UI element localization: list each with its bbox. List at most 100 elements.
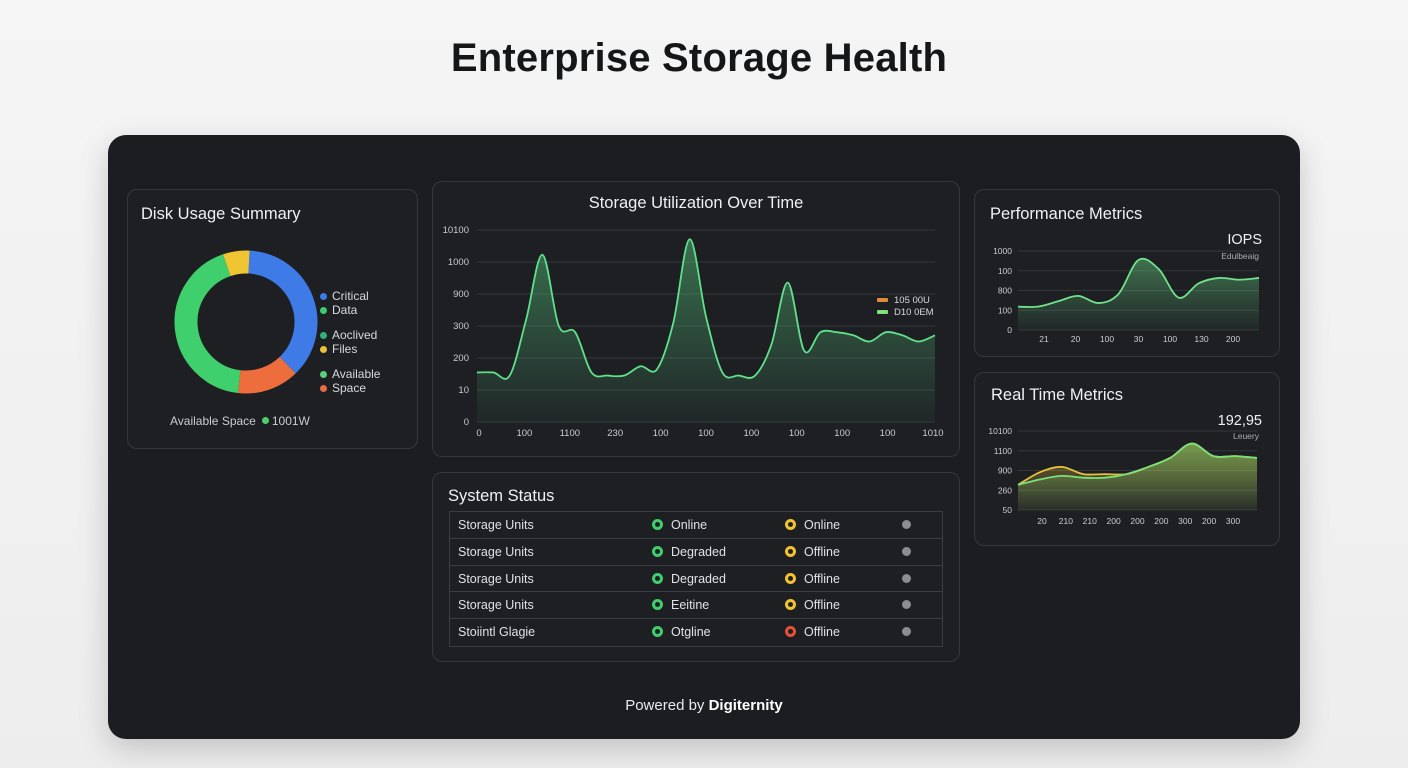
y-tick-label: 300 bbox=[453, 321, 469, 332]
row-menu-dot-icon[interactable] bbox=[902, 520, 911, 529]
status-indicator-icon bbox=[652, 572, 663, 584]
legend-label: D10 0EM bbox=[894, 307, 934, 318]
donut-segment bbox=[247, 250, 318, 374]
status-table: Storage Units Online Online Storage Unit… bbox=[449, 511, 943, 647]
x-tick-label: 200 bbox=[1202, 516, 1216, 526]
y-tick-label: 900 bbox=[453, 289, 469, 300]
status-primary-label: Online bbox=[671, 518, 708, 532]
status-row[interactable]: Storage Units Degraded Offline bbox=[450, 539, 942, 566]
status-row[interactable]: Stoiintl Glagie Otgline Offline bbox=[450, 619, 942, 646]
x-tick-label: 100 bbox=[1100, 334, 1114, 344]
donut-segment bbox=[237, 356, 296, 394]
status-secondary: Offline bbox=[785, 625, 840, 639]
status-primary: Online bbox=[652, 518, 707, 532]
x-tick-label: 100 bbox=[653, 428, 669, 439]
status-unit-name: Stoiintl Glagie bbox=[458, 625, 536, 640]
system-status-title: System Status bbox=[448, 487, 555, 505]
iops-label: IOPS bbox=[1227, 232, 1262, 248]
status-unit-name: Storage Units bbox=[458, 544, 534, 559]
status-row[interactable]: Storage Units Eeitine Offline bbox=[450, 592, 942, 620]
x-tick-label: 210 bbox=[1083, 516, 1097, 526]
y-tick-label: 10100 bbox=[988, 426, 1012, 436]
y-tick-label: 800 bbox=[998, 286, 1012, 296]
status-row[interactable]: Storage Units Degraded Offline bbox=[450, 566, 942, 593]
status-primary-label: Otgline bbox=[671, 625, 711, 640]
y-tick-label: 100 bbox=[998, 305, 1012, 315]
y-tick-label: 200 bbox=[453, 353, 469, 364]
status-primary: Otgline bbox=[652, 625, 711, 639]
legend-item-files: Files bbox=[320, 342, 358, 356]
x-tick-label: 100 bbox=[834, 428, 850, 439]
y-tick-label: 260 bbox=[998, 485, 1012, 495]
y-tick-label: 50 bbox=[1003, 505, 1013, 515]
performance-chart: 0 100 800 100 1000 21 20 100 30 100 130 200 bbox=[993, 246, 1260, 344]
status-indicator-icon bbox=[785, 572, 796, 584]
y-tick-label: 0 bbox=[464, 417, 469, 428]
legend-item-critical: Critical bbox=[320, 289, 369, 303]
row-menu-dot-icon[interactable] bbox=[902, 627, 911, 637]
x-tick-label: 21 bbox=[1039, 334, 1049, 344]
x-tick-label: 130 bbox=[1194, 334, 1208, 344]
series-area bbox=[477, 239, 935, 422]
realtime-value: 192,95 bbox=[1217, 413, 1262, 429]
realtime-chart: 50 260 900 1100 10100 20 210 210 200 200 200 300 200… bbox=[988, 426, 1258, 526]
status-secondary-label: Offline bbox=[804, 598, 840, 613]
x-tick-label: 200 bbox=[1226, 334, 1240, 344]
status-primary: Degraded bbox=[652, 572, 726, 586]
status-row[interactable]: Storage Units Online Online bbox=[450, 512, 942, 539]
row-menu-dot-icon[interactable] bbox=[902, 546, 911, 556]
x-tick-label: 200 bbox=[1154, 516, 1168, 526]
dashboard-card: Disk Usage Summary Critical Data Aoclive… bbox=[108, 135, 1300, 739]
status-primary-label: Degraded bbox=[671, 544, 726, 559]
performance-title: Performance Metrics bbox=[990, 205, 1143, 223]
row-menu-dot-icon[interactable] bbox=[902, 600, 911, 610]
status-primary: Eeitine bbox=[652, 598, 709, 612]
status-secondary: Offline bbox=[785, 598, 840, 612]
legend-label: 105 00U bbox=[894, 295, 930, 306]
x-tick-label: 0 bbox=[476, 428, 481, 439]
status-primary-label: Eeitine bbox=[671, 598, 710, 613]
status-unit-name: Storage Units bbox=[458, 571, 534, 586]
y-tick-label: 1100 bbox=[994, 446, 1013, 456]
utilization-title: Storage Utilization Over Time bbox=[588, 194, 804, 212]
disk-usage-title: Disk Usage Summary bbox=[141, 205, 301, 223]
x-tick-label: 100 bbox=[698, 428, 714, 439]
row-menu-dot-icon[interactable] bbox=[902, 573, 911, 583]
page-title: Enterprise Storage Health bbox=[450, 36, 948, 80]
utilization-panel: Storage Utilization Over Time 0 10 200 300 9… bbox=[432, 181, 960, 457]
x-tick-label: 1100 bbox=[560, 428, 580, 439]
y-tick-label: 100 bbox=[998, 266, 1012, 276]
status-secondary-label: Offline bbox=[804, 571, 840, 586]
legend-item-data: Data bbox=[320, 303, 357, 317]
x-tick-label: 210 bbox=[1059, 516, 1073, 526]
status-indicator-icon bbox=[652, 519, 663, 530]
status-primary: Degraded bbox=[652, 545, 726, 559]
donut-segment bbox=[223, 250, 250, 277]
status-primary-label: Degraded bbox=[671, 571, 726, 586]
realtime-panel: Real Time Metrics 192,95 Leuery 50 260 900… bbox=[974, 372, 1280, 546]
status-indicator-icon bbox=[652, 545, 663, 557]
status-indicator-icon bbox=[652, 599, 663, 611]
x-tick-label: 100 bbox=[880, 428, 896, 439]
x-tick-label: 200 bbox=[1130, 516, 1144, 526]
status-secondary-label: Online bbox=[804, 518, 841, 532]
status-indicator-icon bbox=[652, 626, 663, 638]
legend-dot-5 bbox=[320, 371, 327, 378]
performance-panel: Performance Metrics IOPS Edulbeaig 0 100 8… bbox=[974, 189, 1280, 357]
x-tick-label: 100 bbox=[1163, 334, 1177, 344]
brand-logo[interactable]: Digiternity bbox=[708, 697, 783, 714]
realtime-title: Real Time Metrics bbox=[991, 386, 1124, 404]
y-tick-label: 1000 bbox=[448, 257, 469, 268]
legend-swatch bbox=[877, 310, 888, 314]
legend-label: Files bbox=[332, 342, 358, 356]
x-tick-label: 300 bbox=[1178, 516, 1192, 526]
status-secondary: Online bbox=[785, 518, 840, 532]
x-tick-label: 200 bbox=[1107, 516, 1121, 526]
x-tick-label: 30 bbox=[1134, 334, 1144, 344]
x-tick-label: 1010 bbox=[922, 428, 943, 439]
utilization-chart: 0 10 200 300 900 1000 10100 0 100 1100 230 100 100 10… bbox=[443, 225, 944, 439]
disk-usage-panel: Disk Usage Summary Critical Data Aoclive… bbox=[127, 189, 418, 449]
x-tick-label: 100 bbox=[743, 428, 759, 439]
legend-dot-4 bbox=[320, 346, 327, 353]
x-tick-label: 230 bbox=[607, 428, 623, 439]
